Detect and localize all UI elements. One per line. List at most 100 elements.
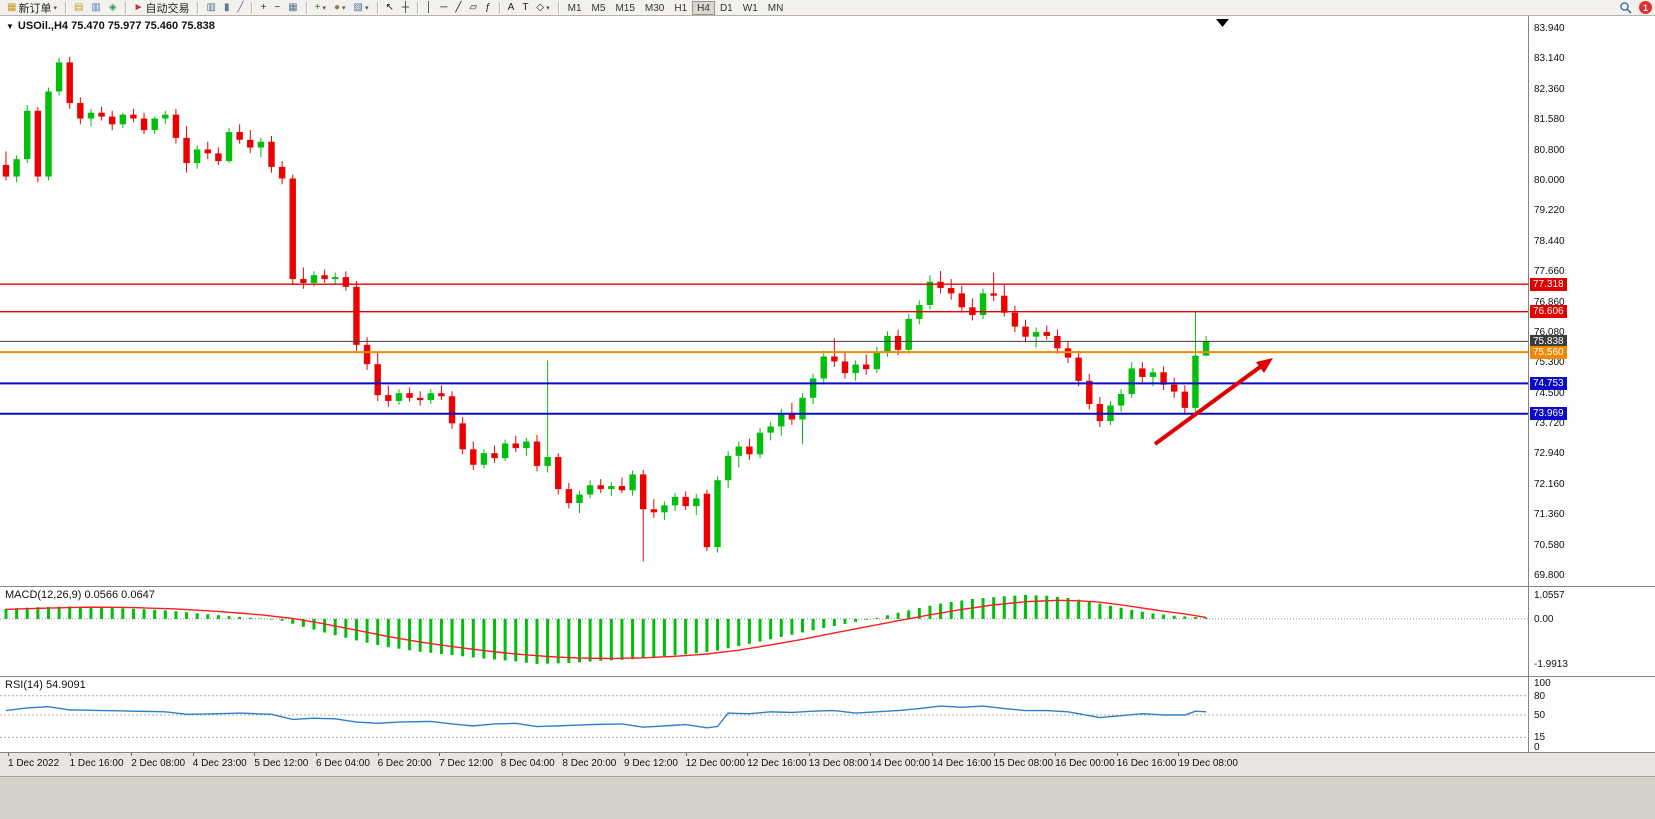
- vertical-line-icon: │: [426, 1, 433, 13]
- toolbar-separator: [305, 1, 307, 14]
- price-axis-label: 80.000: [1534, 174, 1565, 186]
- macd-axis-label: 0.00: [1534, 613, 1554, 625]
- toolbar-separator: [557, 1, 559, 14]
- rsi-canvas[interactable]: [0, 677, 1528, 752]
- crosshair-button[interactable]: ┼: [398, 1, 413, 15]
- time-axis-label: 1 Dec 2022: [8, 758, 60, 769]
- toolbar-separator: [498, 1, 500, 14]
- price-axis[interactable]: 83.940 83.140 82.360 81.580 80.800 80.000 79.2…: [1528, 16, 1655, 586]
- price-axis-label: 69.800: [1534, 570, 1565, 581]
- caret-down-icon: ▾: [365, 4, 369, 12]
- search-icon[interactable]: [1619, 1, 1632, 14]
- trendline-icon: ╱: [455, 1, 462, 13]
- trendline-button[interactable]: ╱: [451, 1, 465, 15]
- time-axis-tick: [377, 753, 379, 756]
- zoom-in-button[interactable]: +: [256, 1, 270, 15]
- time-axis-label: 19 Dec 08:00: [1178, 758, 1238, 769]
- time-axis-label: 9 Dec 12:00: [624, 758, 678, 769]
- templates-icon: ▧: [353, 1, 363, 13]
- timeframe-w1[interactable]: W1: [738, 1, 763, 15]
- time-axis-tick: [316, 753, 317, 756]
- main-chart-panel: ▼ USOil.,H4 75.470 75.977 75.460 75.838 …: [0, 16, 1655, 587]
- channel-button[interactable]: ▱: [465, 1, 481, 15]
- indicators-icon: +: [314, 1, 321, 13]
- timeframe-m5[interactable]: M5: [587, 1, 611, 15]
- time-axis-tick: [8, 753, 9, 756]
- data-window-button[interactable]: ▥: [87, 1, 104, 15]
- cursor-button[interactable]: ↖: [382, 1, 398, 15]
- caret-down-icon: ▾: [342, 4, 346, 12]
- bar-chart-button[interactable]: ▥: [202, 1, 219, 15]
- time-axis-label: 6 Dec 20:00: [377, 758, 432, 769]
- time-axis-label: 16 Dec 16:00: [1116, 758, 1177, 769]
- time-axis-tick: [1055, 753, 1057, 756]
- price-chart-canvas[interactable]: [0, 16, 1528, 586]
- timeframe-h4[interactable]: H4: [692, 0, 715, 15]
- toolbar-separator: [417, 1, 418, 14]
- line-chart-icon: ╱: [237, 1, 244, 13]
- shapes-button[interactable]: ◇ ▾: [532, 1, 553, 15]
- toolbar-separator: [124, 1, 126, 14]
- macd-axis[interactable]: 1.0557 0.00 -1.9913: [1528, 587, 1655, 676]
- auto-trading-button-label: 自动交易: [145, 2, 190, 15]
- label-button[interactable]: T: [518, 1, 532, 15]
- periods-button[interactable]: ● ▾: [330, 1, 350, 15]
- toolbar-separator: [376, 1, 378, 14]
- time-axis[interactable]: 1 Dec 2022 1 Dec 16:00 2 Dec 08:00 4 Dec 23…: [0, 753, 1655, 777]
- auto-trading-button[interactable]: ► 自动交易: [130, 1, 194, 15]
- price-axis-label: 83.940: [1534, 23, 1565, 34]
- vertical-line-button[interactable]: │: [422, 1, 436, 15]
- timeframe-m1[interactable]: M1: [563, 1, 587, 15]
- time-axis-label: 7 Dec 12:00: [439, 758, 494, 769]
- zoom-out-button[interactable]: −: [270, 1, 284, 15]
- rsi-axis[interactable]: 100 80 50 15 0: [1528, 677, 1655, 752]
- indicators-button[interactable]: + ▾: [311, 1, 330, 15]
- time-axis-label: 8 Dec 20:00: [562, 758, 617, 769]
- timeframe-m15[interactable]: M15: [610, 1, 639, 15]
- tile-windows-icon: ▦: [288, 1, 298, 13]
- price-tag: 76.606: [1530, 305, 1567, 319]
- time-axis-tick: [624, 753, 625, 756]
- price-axis-label: 76.080: [1534, 326, 1565, 338]
- crosshair-icon: ┼: [401, 1, 409, 13]
- text-button[interactable]: A: [504, 1, 519, 15]
- time-axis-label: 6 Dec 04:00: [316, 758, 370, 769]
- toolbar-separator: [64, 1, 66, 14]
- fibonacci-icon: ƒ: [485, 1, 491, 13]
- tile-windows-button[interactable]: ▦: [284, 1, 301, 15]
- horizontal-line-button[interactable]: ─: [436, 1, 451, 15]
- rsi-axis-label: 50: [1534, 710, 1546, 721]
- bar-chart-icon: ▥: [206, 1, 216, 13]
- navigator-button[interactable]: ◈: [105, 1, 121, 15]
- toolbar-tools: ▦ 新订单 ▾ ▤ ▥ ◈ ► 自动交易 ▥ ▮ ╱ + − ▦ + ▾ ● ▾ ▧ ▾ ↖ ┼ │ ─ ╱ ▱ ƒ A T ◇ ▾: [3, 1, 554, 15]
- time-axis-tick: [808, 753, 810, 756]
- time-axis-tick: [685, 753, 687, 756]
- line-chart-button[interactable]: ╱: [233, 1, 247, 15]
- market-watch-icon: ▤: [73, 1, 84, 13]
- time-axis-label: 15 Dec 08:00: [993, 758, 1054, 769]
- horizontal-line-icon: ─: [440, 1, 448, 13]
- candlestick-icon: ▮: [223, 1, 230, 13]
- macd-panel: MACD(12,26,9) 0.0566 0.0647 1.0557 0.00 -1…: [0, 587, 1655, 677]
- timeframe-d1[interactable]: D1: [715, 1, 738, 15]
- caret-down-icon: ▾: [322, 4, 326, 12]
- templates-button[interactable]: ▧ ▾: [350, 1, 373, 15]
- timeframe-m30[interactable]: M30: [640, 1, 669, 15]
- market-watch-button[interactable]: ▤: [70, 1, 87, 15]
- candlestick-button[interactable]: ▮: [220, 1, 234, 15]
- price-tag: 73.969: [1530, 407, 1567, 421]
- price-axis-label: 70.580: [1534, 539, 1565, 551]
- time-axis-label: 1 Dec 16:00: [69, 758, 124, 769]
- price-axis-label: 79.220: [1534, 205, 1565, 217]
- zoom-in-icon: +: [260, 1, 267, 13]
- time-axis-tick: [131, 753, 133, 756]
- fibonacci-button[interactable]: ƒ: [481, 1, 495, 15]
- navigator-icon: ◈: [108, 1, 117, 13]
- time-axis-tick: [932, 753, 933, 756]
- new-order-button[interactable]: ▦ 新订单 ▾: [3, 1, 61, 15]
- timeframe-mn[interactable]: MN: [763, 1, 789, 15]
- price-axis-label: 77.660: [1534, 266, 1565, 278]
- macd-canvas[interactable]: [0, 587, 1528, 676]
- notification-badge[interactable]: 1: [1639, 1, 1652, 14]
- timeframe-h1[interactable]: H1: [669, 1, 692, 15]
